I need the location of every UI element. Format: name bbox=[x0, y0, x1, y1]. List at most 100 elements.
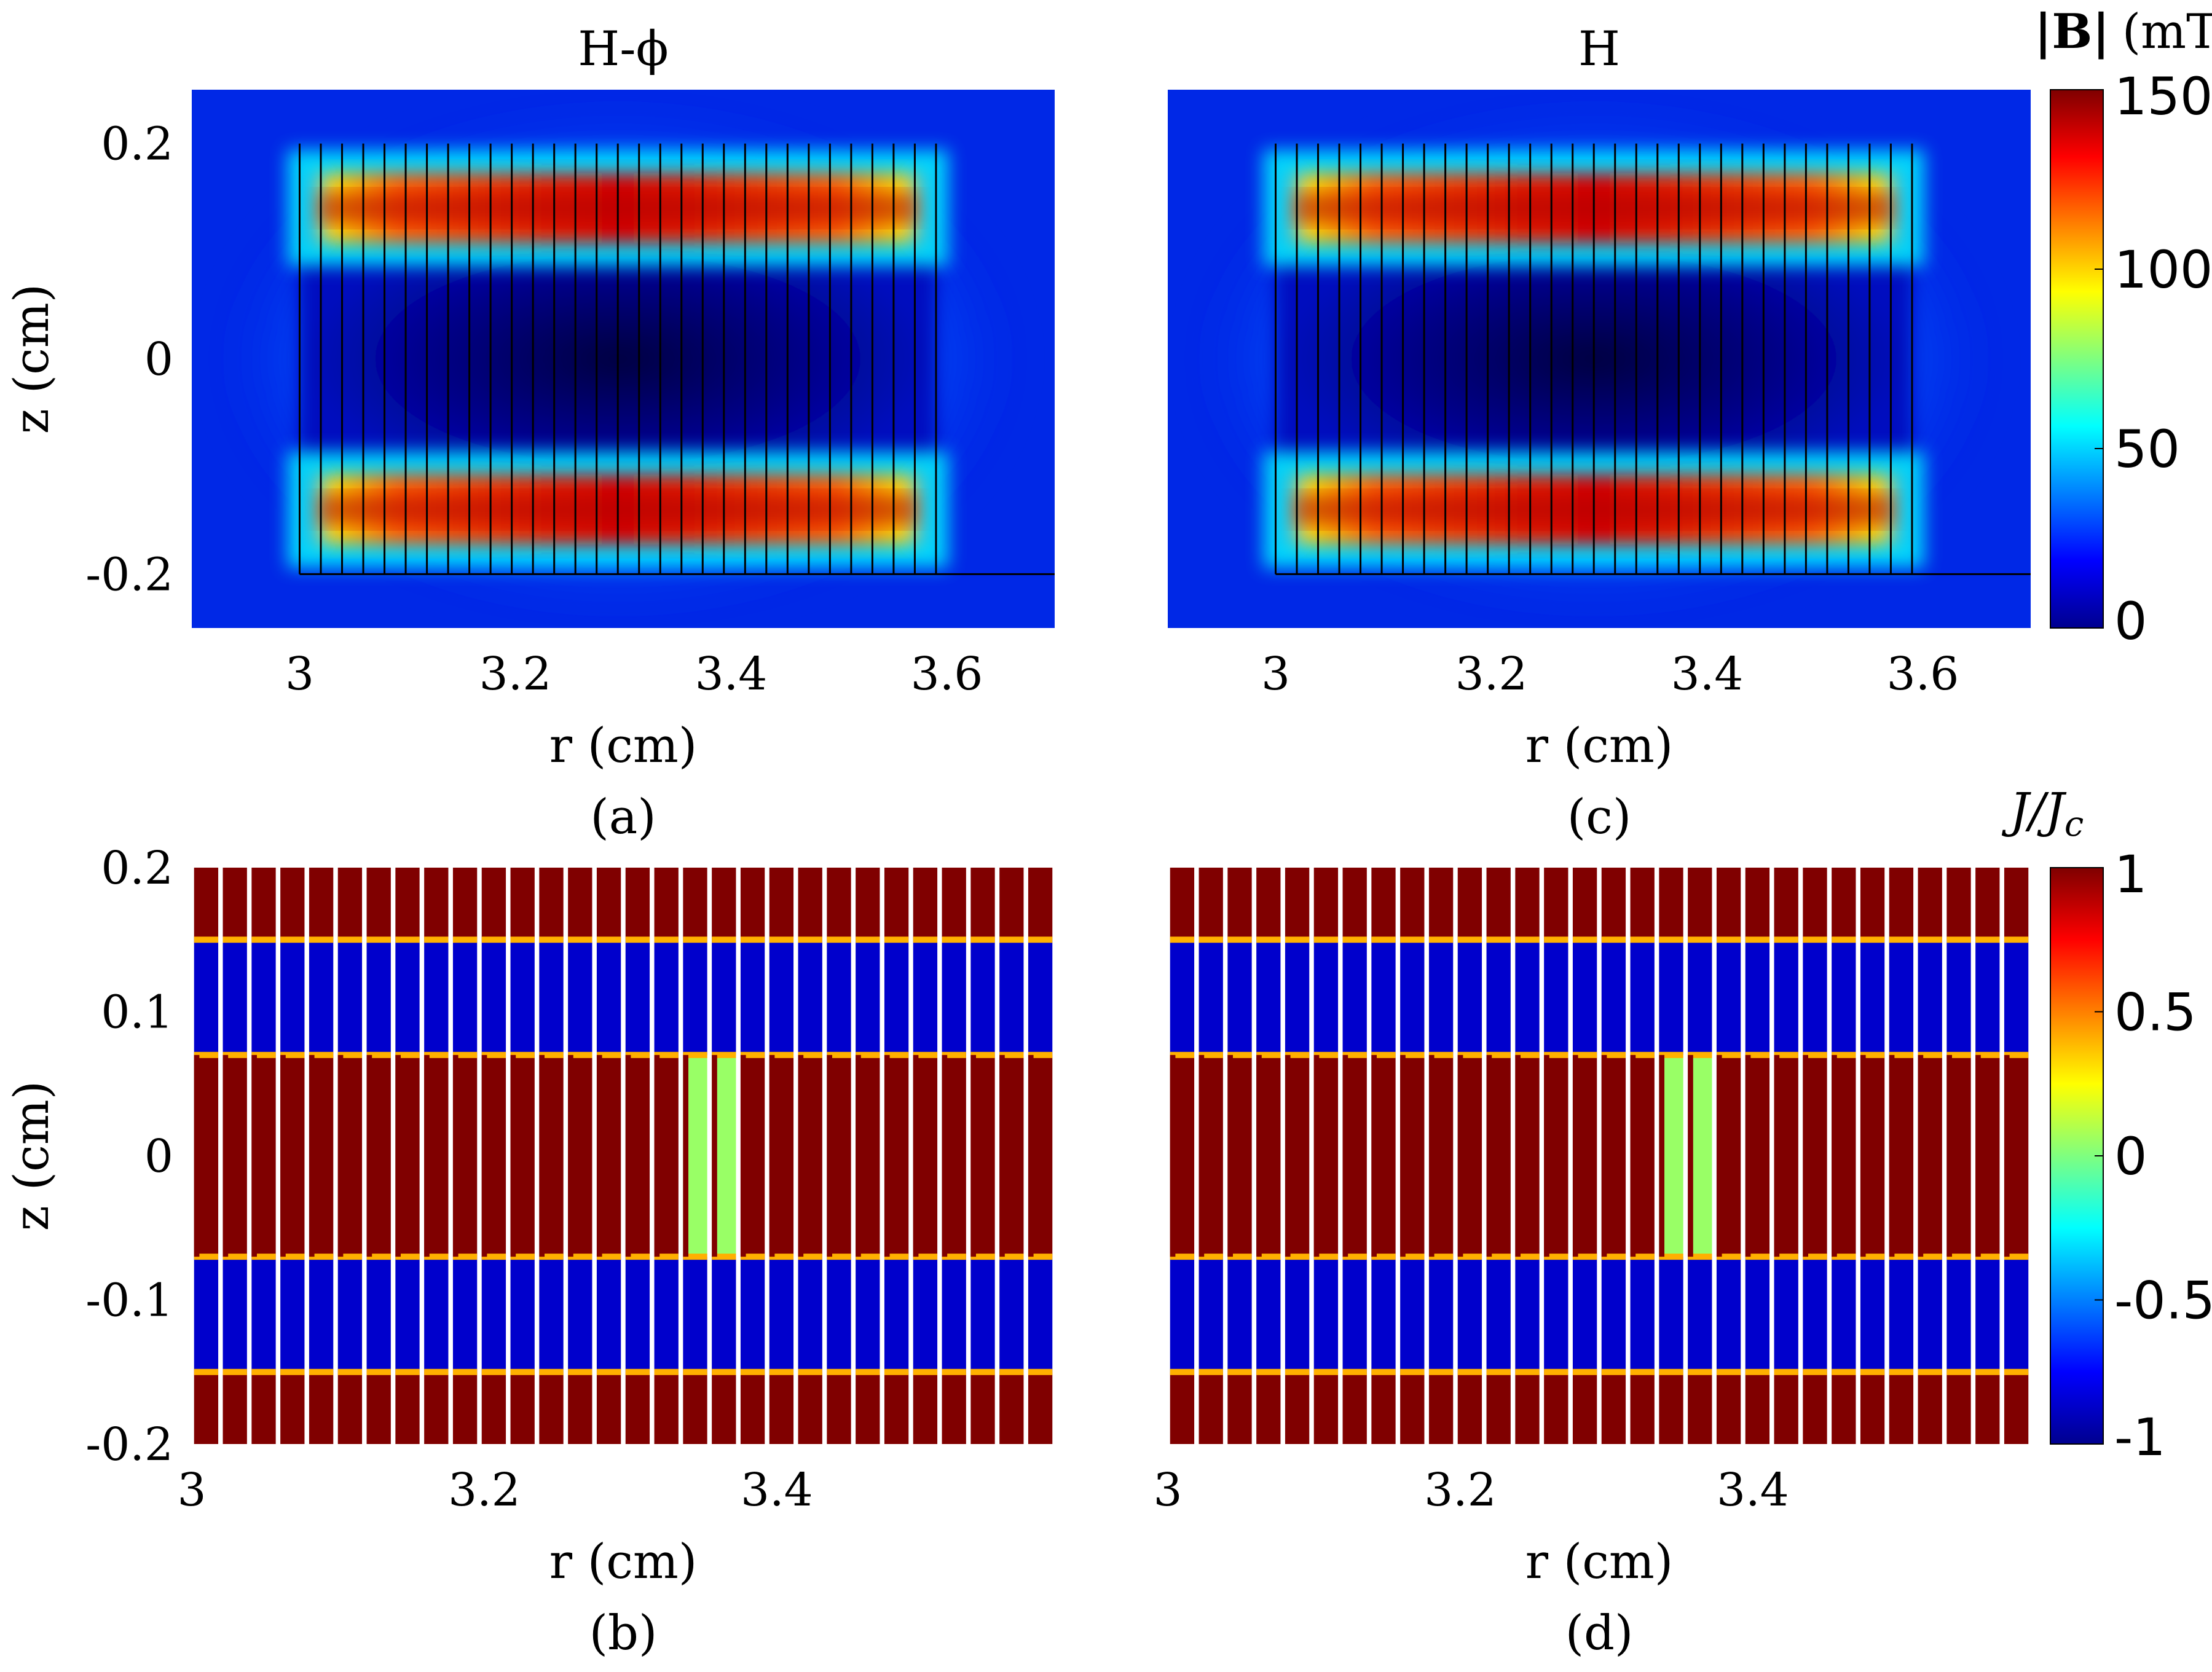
tape-edge bbox=[2004, 1054, 2010, 1257]
transition-band bbox=[251, 1051, 276, 1058]
transition-band bbox=[942, 1051, 966, 1058]
transition-band bbox=[1256, 1254, 1281, 1260]
tape-edge bbox=[1400, 1054, 1406, 1257]
tape-region bbox=[596, 1257, 621, 1372]
transition-band bbox=[1170, 1254, 1195, 1260]
tape-edge bbox=[1457, 1054, 1463, 1257]
transition-band bbox=[769, 1368, 794, 1375]
tape-region bbox=[1716, 1257, 1741, 1372]
colorbar-tick-label: 50 bbox=[2114, 419, 2180, 479]
tape-region bbox=[856, 1372, 880, 1444]
tape-edge bbox=[1313, 1054, 1320, 1257]
tape bbox=[280, 868, 305, 1444]
tape-region bbox=[1630, 1372, 1655, 1444]
tape-region bbox=[1457, 1372, 1482, 1444]
tape-region bbox=[1716, 868, 1741, 940]
tape-region bbox=[1486, 1257, 1511, 1372]
heatmap-b bbox=[192, 868, 1055, 1444]
transition-band bbox=[280, 1051, 305, 1058]
tape-region bbox=[539, 868, 564, 940]
tape-edge bbox=[654, 1054, 660, 1257]
transition-band bbox=[1774, 1254, 1798, 1260]
transition-band bbox=[1028, 1051, 1053, 1058]
transition-band bbox=[596, 1051, 621, 1058]
tape-region bbox=[827, 940, 851, 1055]
tape-edge bbox=[1515, 1054, 1521, 1257]
tape-region bbox=[1860, 1372, 1885, 1444]
transition-band bbox=[913, 1051, 938, 1058]
transition-band bbox=[452, 936, 478, 943]
tape-region bbox=[510, 940, 535, 1055]
transition-band bbox=[1975, 1368, 2000, 1375]
transition-band bbox=[481, 1368, 506, 1375]
tape-region bbox=[1889, 868, 1914, 940]
tape-region bbox=[740, 940, 765, 1055]
transition-band bbox=[2004, 1051, 2029, 1058]
tape-region bbox=[366, 1372, 391, 1444]
tape-region bbox=[1688, 1257, 1712, 1372]
tape-region bbox=[1889, 940, 1914, 1055]
tape-region bbox=[1028, 868, 1053, 940]
tape-region bbox=[1688, 940, 1712, 1055]
tape-region bbox=[481, 1372, 506, 1444]
tape-region bbox=[395, 1257, 420, 1372]
tape-edge bbox=[683, 1054, 688, 1257]
transition-band bbox=[280, 1368, 305, 1375]
colorbar-tick-label: 0 bbox=[2114, 1126, 2147, 1187]
x-tick-label: 3.4 bbox=[741, 1464, 813, 1517]
transition-band bbox=[510, 1051, 535, 1058]
tape-region bbox=[798, 868, 822, 940]
tape-region bbox=[740, 868, 765, 940]
tape-region bbox=[222, 868, 247, 940]
tape bbox=[769, 868, 794, 1444]
tape-region bbox=[827, 1372, 851, 1444]
x-tick-label: 3.2 bbox=[448, 1464, 521, 1517]
panel-d bbox=[1168, 868, 2031, 1444]
transition-band bbox=[1918, 1368, 1942, 1375]
transition-band bbox=[1601, 1368, 1626, 1375]
tape bbox=[2004, 868, 2029, 1444]
transition-band bbox=[683, 1051, 707, 1058]
y-tick-label: 0 bbox=[144, 1130, 173, 1183]
tape-region bbox=[568, 1372, 592, 1444]
tape-region bbox=[683, 1257, 707, 1372]
transition-band bbox=[1371, 1368, 1396, 1375]
tape bbox=[683, 868, 707, 1444]
tape-region bbox=[1371, 1372, 1396, 1444]
transition-band bbox=[1572, 1254, 1597, 1260]
transition-band bbox=[740, 936, 765, 943]
heatmap-c bbox=[1168, 90, 2031, 628]
transition-band bbox=[337, 1254, 363, 1260]
transition-band bbox=[999, 1368, 1024, 1375]
tape-region bbox=[827, 868, 851, 940]
tape-region bbox=[1400, 868, 1425, 940]
tape-region bbox=[194, 1257, 219, 1372]
colorbar-tick-label: 150 bbox=[2114, 66, 2212, 127]
tape bbox=[1918, 868, 1942, 1444]
transition-band bbox=[1371, 936, 1396, 943]
transition-band bbox=[395, 1051, 420, 1058]
tape-region bbox=[1486, 1372, 1511, 1444]
tape-edge bbox=[999, 1054, 1005, 1257]
tape-region bbox=[1170, 1257, 1195, 1372]
transition-band bbox=[1170, 1368, 1195, 1375]
tape-edge bbox=[884, 1054, 890, 1257]
tape-region bbox=[424, 868, 449, 940]
tape-region bbox=[452, 1257, 478, 1372]
tape-region bbox=[222, 1257, 247, 1372]
tape-edge bbox=[1256, 1054, 1262, 1257]
tape-region bbox=[2004, 1257, 2029, 1372]
tape-region bbox=[1946, 1257, 1971, 1372]
transition-band bbox=[596, 1368, 621, 1375]
tape-region bbox=[2004, 1372, 2029, 1444]
tape-region bbox=[251, 940, 276, 1055]
panel-caption: (d) bbox=[1565, 1606, 1634, 1661]
tape-edge bbox=[1601, 1054, 1607, 1257]
tape-region bbox=[424, 1372, 449, 1444]
tape bbox=[1774, 868, 1798, 1444]
tape-region bbox=[1515, 940, 1540, 1055]
tape-edge bbox=[798, 1054, 804, 1257]
tape-region bbox=[1946, 940, 1971, 1055]
tape bbox=[1975, 868, 2000, 1444]
tape-region bbox=[1630, 1257, 1655, 1372]
